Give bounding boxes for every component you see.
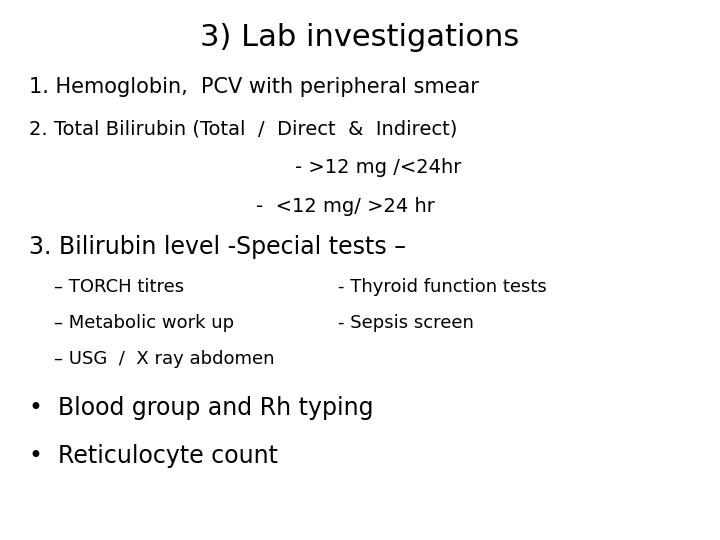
Text: – TORCH titres: – TORCH titres — [54, 278, 184, 296]
Text: •  Reticulocyte count: • Reticulocyte count — [29, 444, 278, 468]
Text: – Metabolic work up: – Metabolic work up — [54, 314, 234, 332]
Text: 1. Hemoglobin,  PCV with peripheral smear: 1. Hemoglobin, PCV with peripheral smear — [29, 77, 479, 98]
Text: – USG  /  X ray abdomen: – USG / X ray abdomen — [54, 349, 274, 368]
Text: -  <12 mg/ >24 hr: - <12 mg/ >24 hr — [256, 197, 434, 216]
Text: 3. Bilirubin level -Special tests –: 3. Bilirubin level -Special tests – — [29, 235, 406, 259]
Text: 3) Lab investigations: 3) Lab investigations — [200, 23, 520, 52]
Text: - Thyroid function tests: - Thyroid function tests — [338, 278, 547, 296]
Text: 2. Total Bilirubin (Total  /  Direct  &  Indirect): 2. Total Bilirubin (Total / Direct & Ind… — [29, 119, 457, 138]
Text: •  Blood group and Rh typing: • Blood group and Rh typing — [29, 396, 373, 420]
Text: - >12 mg /<24hr: - >12 mg /<24hr — [295, 158, 462, 177]
Text: - Sepsis screen: - Sepsis screen — [338, 314, 474, 332]
